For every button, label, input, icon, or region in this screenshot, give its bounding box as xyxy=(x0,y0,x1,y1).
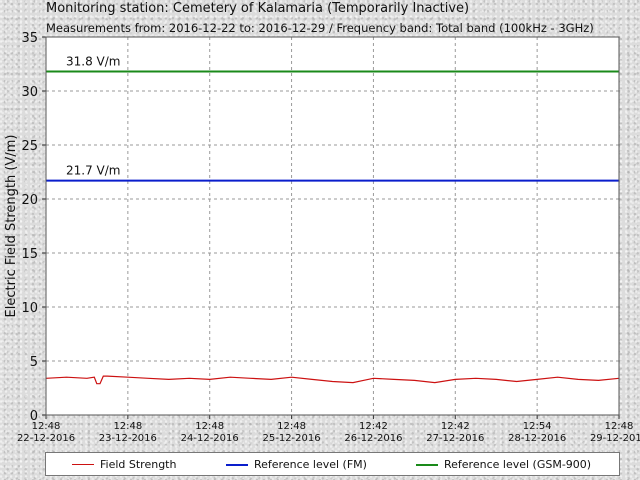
y-tick-label: 15 xyxy=(21,247,38,262)
x-tick-time: 12:48 xyxy=(277,421,306,432)
legend-swatch-field-strength xyxy=(72,464,94,465)
y-tick-label: 5 xyxy=(30,355,38,370)
y-tick-label: 0 xyxy=(30,409,38,424)
x-tick-date: 23-12-2016 xyxy=(99,433,157,444)
x-tick-time: 12:48 xyxy=(113,421,142,432)
x-tick-date: 26-12-2016 xyxy=(344,433,402,444)
chart-subtitle: Measurements from: 2016-12-22 to: 2016-1… xyxy=(46,21,594,35)
series-line-field-strength xyxy=(45,375,620,385)
x-tick-date: 29-12-2016 xyxy=(590,433,640,444)
legend-label-field-strength: Field Strength xyxy=(100,458,177,471)
x-tick-time: 12:42 xyxy=(359,421,388,432)
reference-line-label: 31.8 V/m xyxy=(66,55,120,69)
y-tick-label: 25 xyxy=(21,139,38,154)
x-tick-date: 28-12-2016 xyxy=(508,433,566,444)
x-tick-time: 12:48 xyxy=(195,421,224,432)
legend-swatch-reference-gsm900 xyxy=(416,464,438,466)
x-tick-time: 12:48 xyxy=(605,421,634,432)
chart-title: Monitoring station: Cemetery of Kalamari… xyxy=(46,1,470,16)
x-tick-date: 24-12-2016 xyxy=(181,433,239,444)
y-tick-label: 10 xyxy=(21,301,38,316)
x-tick-date: 22-12-2016 xyxy=(17,433,75,444)
field-strength-chart: 0510152025303512:4822-12-201612:4823-12-… xyxy=(4,31,640,444)
x-tick-time: 12:54 xyxy=(523,421,552,432)
chart-legend: Field Strength Reference level (FM) Refe… xyxy=(45,452,620,476)
x-tick-time: 12:42 xyxy=(441,421,470,432)
legend-label-reference-fm: Reference level (FM) xyxy=(254,458,367,471)
reference-line-label: 21.7 V/m xyxy=(66,164,120,178)
y-tick-label: 20 xyxy=(21,193,38,208)
x-tick-date: 25-12-2016 xyxy=(263,433,321,444)
plot-area xyxy=(46,37,619,415)
legend-label-reference-gsm900: Reference level (GSM-900) xyxy=(444,458,592,471)
y-tick-label: 35 xyxy=(21,31,38,46)
y-tick-label: 30 xyxy=(21,85,38,100)
x-tick-date: 27-12-2016 xyxy=(426,433,484,444)
x-tick-time: 12:48 xyxy=(32,421,61,432)
legend-swatch-reference-fm xyxy=(226,464,248,466)
y-axis-label: Electric Field Strength (V/m) xyxy=(4,135,19,318)
plot-border xyxy=(45,36,620,416)
